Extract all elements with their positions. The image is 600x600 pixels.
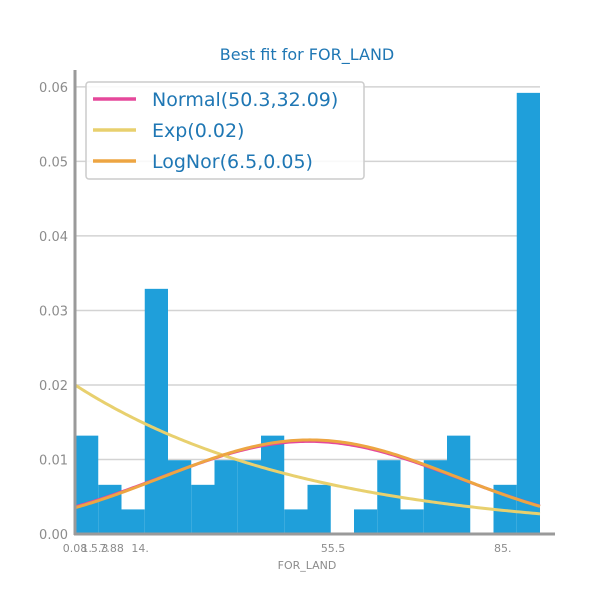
x-tick-label-4: 14. (131, 542, 149, 555)
fit-curve-2 (74, 438, 541, 510)
histogram-bar-12 (354, 509, 378, 534)
histogram-bar-14 (400, 509, 424, 534)
histogram-bar-2 (121, 509, 145, 534)
legend-label-0: Normal(50.3,32.09) (152, 89, 338, 111)
histogram-bar-0 (75, 435, 99, 534)
x-tick-label-17: 85. (494, 542, 512, 555)
x-tick-label-10: 55.5 (321, 542, 346, 555)
x-tick-label-3: 7.88 (99, 542, 124, 555)
histogram-bar-6 (214, 460, 238, 534)
x-tick-label-0: 0.08 (63, 542, 88, 555)
x-tick-label-1: 1. (81, 542, 92, 555)
fit-curve-1 (74, 383, 541, 516)
y-tick-label-0: 0.00 (39, 528, 68, 543)
x-axis-label: FOR_LAND (278, 559, 337, 572)
chart-title: Best fit for FOR_LAND (220, 45, 394, 65)
legend-label-1: Exp(0.02) (152, 120, 244, 142)
histogram-bar-7 (237, 460, 261, 534)
y-tick-label-5: 0.05 (39, 155, 68, 170)
axes (73, 70, 555, 536)
legend: Normal(50.3,32.09) Exp(0.02) LogNor(6.5,0.… (85, 81, 365, 180)
y-tick-label-4: 0.04 (39, 230, 68, 245)
histogram-bars (75, 92, 540, 535)
histogram-bar-3 (144, 288, 168, 534)
histogram-bar-4 (168, 460, 192, 534)
histogram-bar-19 (516, 92, 540, 535)
histogram-bar-13 (377, 460, 401, 534)
y-tick-label-2: 0.02 (39, 379, 68, 394)
histogram-bar-16 (447, 435, 471, 534)
histogram-bar-8 (261, 435, 285, 534)
histogram-bar-15 (423, 460, 447, 534)
y-tick-label-6: 0.06 (39, 81, 68, 96)
y-tick-label-1: 0.01 (39, 453, 68, 468)
legend-label-2: LogNor(6.5,0.05) (152, 151, 313, 173)
x-tick-label-2: 5.3 (91, 542, 109, 555)
histogram-bar-10 (307, 484, 331, 534)
fit-curves (74, 383, 541, 516)
y-tick-labels: 0.00 0.01 0.02 0.03 0.04 0.05 0.06 (39, 81, 68, 543)
histogram-bar-5 (191, 484, 215, 534)
x-tick-labels: 0.081. 5.37.88 14. 55.5 85. (63, 542, 512, 555)
legend-box (85, 81, 365, 180)
histogram-bar-9 (284, 509, 308, 534)
y-tick-label-3: 0.03 (39, 304, 68, 319)
